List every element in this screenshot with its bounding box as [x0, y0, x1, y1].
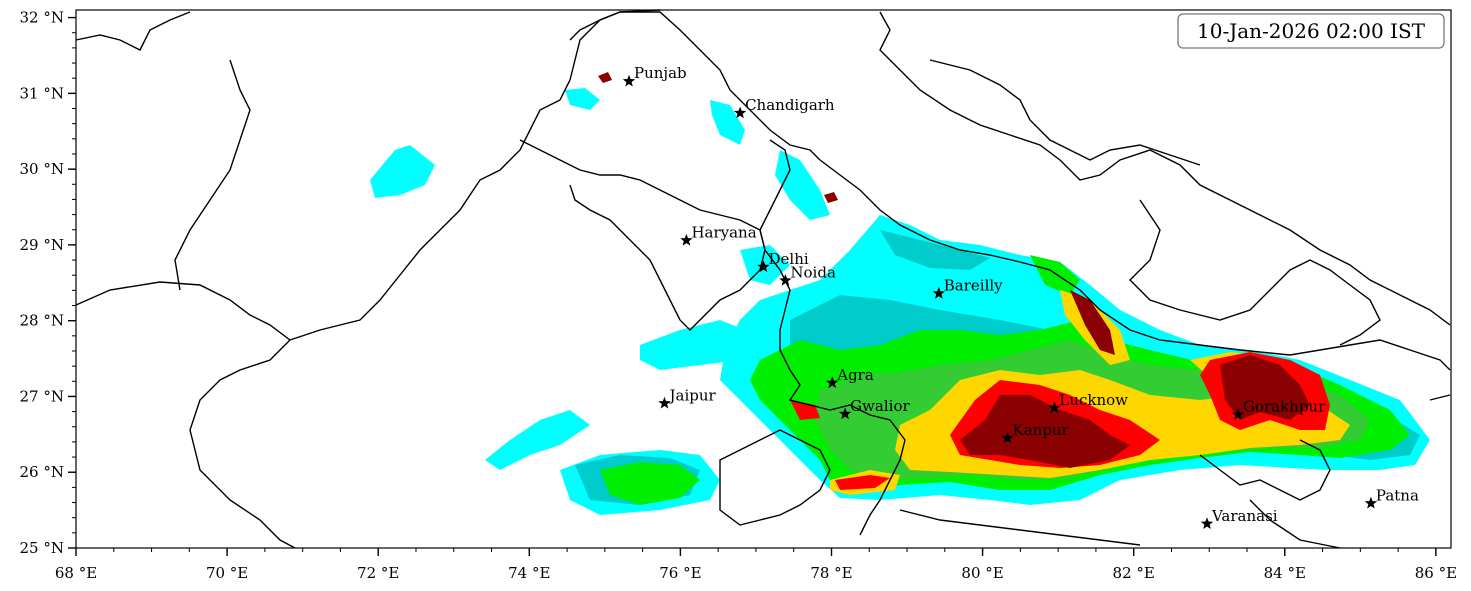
- y-tick-label: 25 °N: [20, 539, 64, 557]
- contour-fields: [370, 72, 1430, 515]
- city-label: Patna: [1376, 486, 1419, 504]
- city-marker-icon: [932, 286, 945, 299]
- y-tick-label: 32 °N: [20, 9, 64, 27]
- x-tick-label: 84 °E: [1264, 564, 1306, 582]
- border-haryana: [519, 139, 766, 331]
- timestamp-label: 10-Jan-2026 02:00 IST: [1197, 19, 1426, 43]
- field-teal-2: [880, 230, 990, 270]
- x-tick-label: 76 °E: [659, 564, 701, 582]
- x-tick-label: 80 °E: [961, 564, 1003, 582]
- field-darkred-4: [824, 192, 838, 203]
- state-borders: [75, 9, 1451, 549]
- border-west-coast: [75, 11, 191, 51]
- x-tick-label: 70 °E: [206, 564, 248, 582]
- city-label: Lucknow: [1059, 391, 1128, 409]
- field-red-3: [835, 475, 890, 490]
- x-tick-label: 74 °E: [508, 564, 550, 582]
- city-marker-icon: [838, 407, 852, 420]
- border-south-ext2: [1249, 499, 1341, 549]
- city-label: Punjab: [634, 64, 687, 82]
- city-marker-icon: [1231, 408, 1245, 420]
- city-marker-icon: [680, 233, 693, 246]
- city-marker-icon: [826, 376, 839, 389]
- border-uk-internal: [929, 59, 1201, 166]
- city-marker-icon: [622, 74, 636, 87]
- city-label: Bareilly: [944, 276, 1003, 294]
- field-darkred-main: [960, 395, 1130, 468]
- y-tick-label: 30 °N: [20, 160, 64, 178]
- map-frame: [75, 9, 1452, 549]
- city-marker-icon: [1200, 517, 1214, 529]
- border-mp: [719, 429, 831, 526]
- city-label: Kanpur: [1013, 421, 1070, 439]
- city-label: Varanasi: [1211, 507, 1278, 525]
- border-east-hills: [1129, 199, 1381, 346]
- x-tick-label: 86 °E: [1415, 564, 1457, 582]
- city-label: Delhi: [769, 250, 809, 268]
- city-label: Agra: [836, 366, 874, 384]
- city-label: Chandigarh: [745, 96, 835, 114]
- border-nepal: [879, 11, 1451, 326]
- field-cyan-north4: [370, 145, 435, 198]
- field-cyan-west2: [485, 410, 590, 470]
- city-marker-icon: [757, 260, 770, 273]
- field-cyan-west1: [640, 320, 745, 370]
- field-green-3: [1030, 255, 1080, 295]
- border-east-ext: [1429, 394, 1451, 401]
- city-label: Gorakhpur: [1243, 398, 1326, 416]
- x-tick-label: 82 °E: [1113, 564, 1155, 582]
- field-darkred-gkp: [1220, 355, 1310, 420]
- border-up-north: [819, 159, 1451, 371]
- x-tick-label: 68 °E: [55, 564, 97, 582]
- city-label: Gwalior: [850, 397, 910, 415]
- y-tick-label: 27 °N: [20, 387, 64, 405]
- timestamp-box: 10-Jan-2026 02:00 IST: [1177, 13, 1445, 49]
- x-tick-label: 72 °E: [357, 564, 399, 582]
- field-green-2: [600, 462, 700, 505]
- city-label: Haryana: [691, 223, 756, 241]
- border-pakistan-west: [75, 9, 661, 341]
- y-tick-label: 31 °N: [20, 84, 64, 102]
- field-cyan-north2: [710, 100, 745, 145]
- city-marker-icon: [1364, 496, 1378, 509]
- border-rj-south: [189, 339, 296, 549]
- city-marker-icon: [1001, 431, 1014, 444]
- y-tick-label: 26 °N: [20, 463, 64, 481]
- border-south-ext: [899, 509, 1141, 546]
- city-label: Noida: [790, 264, 836, 282]
- border-punjab: [569, 11, 821, 161]
- field-cyan-north3: [565, 88, 600, 110]
- y-tick-label: 28 °N: [20, 312, 64, 330]
- x-tick-label: 78 °E: [810, 564, 852, 582]
- border-bihar: [1199, 439, 1331, 501]
- y-tick-label: 29 °N: [20, 236, 64, 254]
- city-marker-icon: [658, 396, 671, 409]
- field-darkred-5: [598, 72, 612, 83]
- city-label: Jaipur: [668, 386, 717, 404]
- axes: 68 °E 70 °E 72 °E 74 °E 76 °E 78 °E 80 °E 82 °E…: [20, 9, 1458, 582]
- border-up-west: [759, 139, 906, 536]
- city-marker-icon: [779, 274, 792, 286]
- city-marker-icon: [1048, 401, 1061, 414]
- field-darkred-3: [1070, 290, 1115, 355]
- border-rj-west: [174, 59, 251, 291]
- city-marker-icon: [733, 106, 747, 119]
